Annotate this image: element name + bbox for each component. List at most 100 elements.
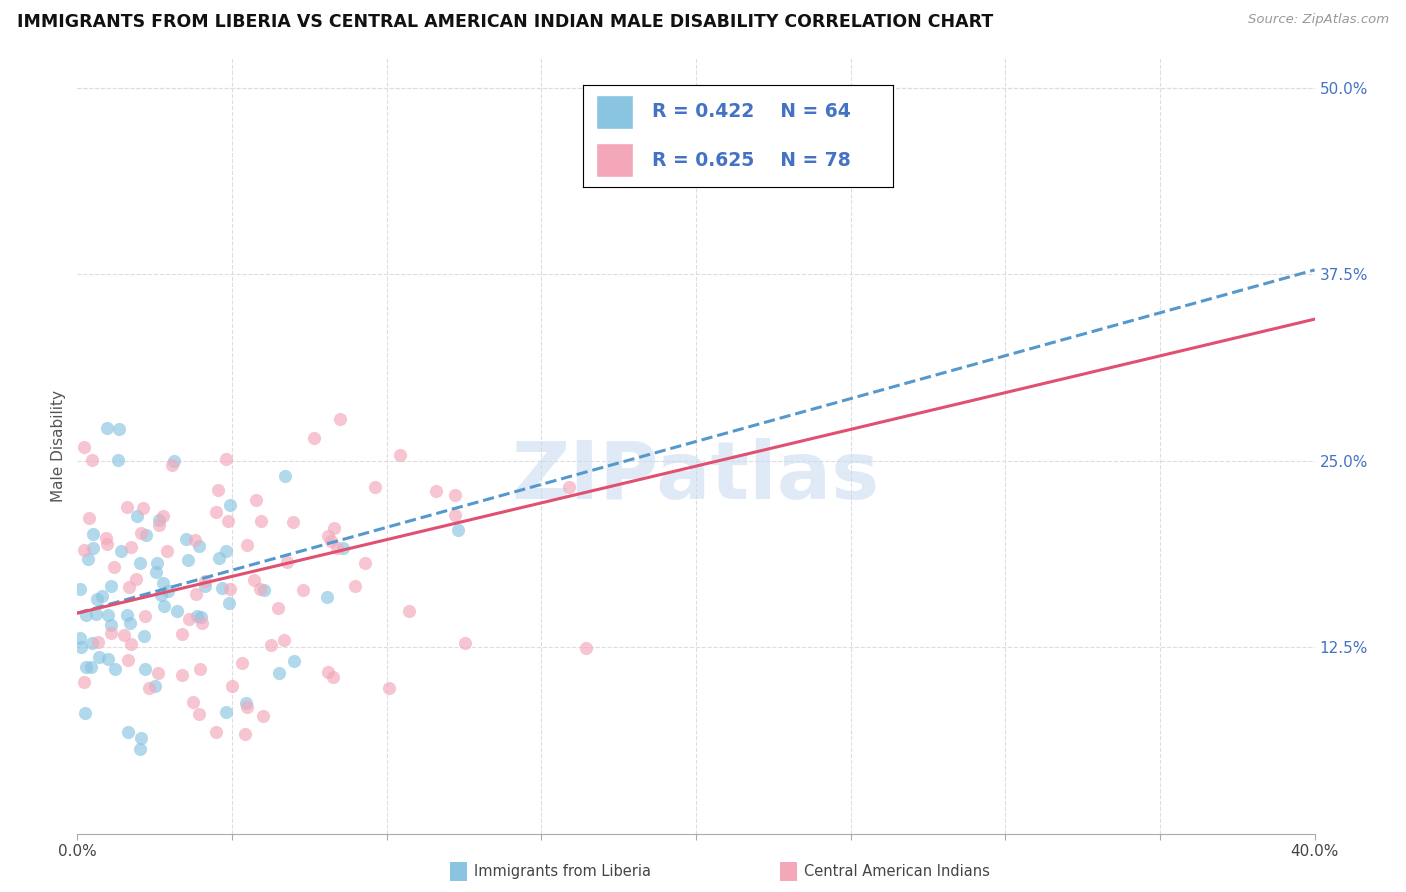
Point	[316, 665, 339, 679]
Point	[69, 632, 91, 646]
Point	[104, 662, 127, 676]
Point	[73, 440, 96, 454]
Point	[377, 681, 399, 696]
Point	[316, 590, 339, 604]
Point	[69, 582, 91, 597]
Point	[233, 727, 256, 741]
Point	[273, 469, 295, 483]
Point	[454, 636, 477, 650]
Point	[82, 541, 104, 555]
Point	[183, 533, 205, 547]
Point	[145, 565, 167, 579]
Point	[177, 612, 200, 626]
Point	[70, 640, 93, 654]
Point	[205, 506, 228, 520]
Point	[82, 453, 104, 467]
Text: Central American Indians: Central American Indians	[804, 864, 990, 879]
Point	[149, 588, 172, 602]
Point	[194, 574, 217, 588]
Point	[186, 608, 208, 623]
Point	[249, 514, 271, 528]
Point	[188, 539, 211, 553]
Point	[343, 579, 366, 593]
Point	[152, 576, 174, 591]
Point	[283, 654, 305, 668]
Point	[80, 636, 103, 650]
Point	[148, 517, 170, 532]
Point	[281, 515, 304, 529]
Point	[208, 551, 231, 566]
Point	[132, 629, 155, 643]
Point	[127, 508, 149, 523]
Point	[291, 582, 314, 597]
Point	[231, 657, 253, 671]
Point	[249, 582, 271, 597]
Point	[148, 665, 170, 680]
Text: ZIPatlas: ZIPatlas	[512, 438, 880, 516]
Point	[160, 458, 183, 472]
Point	[243, 574, 266, 588]
Point	[134, 608, 156, 623]
FancyBboxPatch shape	[596, 144, 633, 177]
Point	[447, 523, 470, 537]
Point	[153, 599, 176, 613]
Point	[89, 650, 111, 665]
Point	[194, 579, 217, 593]
Point	[322, 670, 344, 684]
Point	[166, 604, 188, 618]
Point	[118, 580, 141, 594]
Point	[107, 452, 129, 467]
Point	[120, 540, 142, 554]
Point	[398, 604, 420, 618]
Point	[97, 608, 120, 623]
Point	[302, 431, 325, 445]
Point	[235, 696, 257, 710]
Point	[143, 679, 166, 693]
Point	[100, 579, 122, 593]
Point	[146, 556, 169, 570]
Point	[425, 484, 447, 499]
Point	[157, 584, 180, 599]
Point	[138, 681, 160, 695]
Point	[117, 652, 139, 666]
Point	[134, 662, 156, 676]
Point	[100, 618, 122, 632]
Point	[172, 668, 194, 682]
Point	[163, 454, 186, 468]
Point	[260, 638, 283, 652]
Point	[77, 511, 100, 525]
Point	[214, 705, 236, 719]
Point	[117, 725, 139, 739]
Point	[218, 596, 240, 610]
Point	[72, 674, 94, 689]
Point	[236, 538, 259, 552]
Point	[321, 534, 343, 549]
Point	[86, 592, 108, 607]
Point	[332, 541, 354, 556]
Point	[86, 607, 108, 621]
Point	[389, 448, 412, 462]
Point	[115, 608, 138, 623]
Point	[174, 532, 197, 546]
Point	[73, 543, 96, 558]
Point	[217, 514, 239, 528]
Y-axis label: Male Disability: Male Disability	[51, 390, 66, 502]
Point	[79, 659, 101, 673]
Point	[120, 637, 142, 651]
Point	[184, 587, 207, 601]
Point	[75, 608, 97, 623]
Point	[329, 412, 352, 426]
Point	[252, 708, 274, 723]
Point	[87, 634, 110, 648]
Point	[219, 582, 242, 597]
Point	[177, 553, 200, 567]
Point	[245, 493, 267, 508]
Point	[205, 725, 228, 739]
Point	[181, 695, 204, 709]
Point	[170, 627, 193, 641]
Point	[276, 556, 298, 570]
Point	[266, 600, 288, 615]
Point	[96, 421, 118, 435]
Point	[188, 662, 211, 676]
Point	[215, 544, 238, 558]
